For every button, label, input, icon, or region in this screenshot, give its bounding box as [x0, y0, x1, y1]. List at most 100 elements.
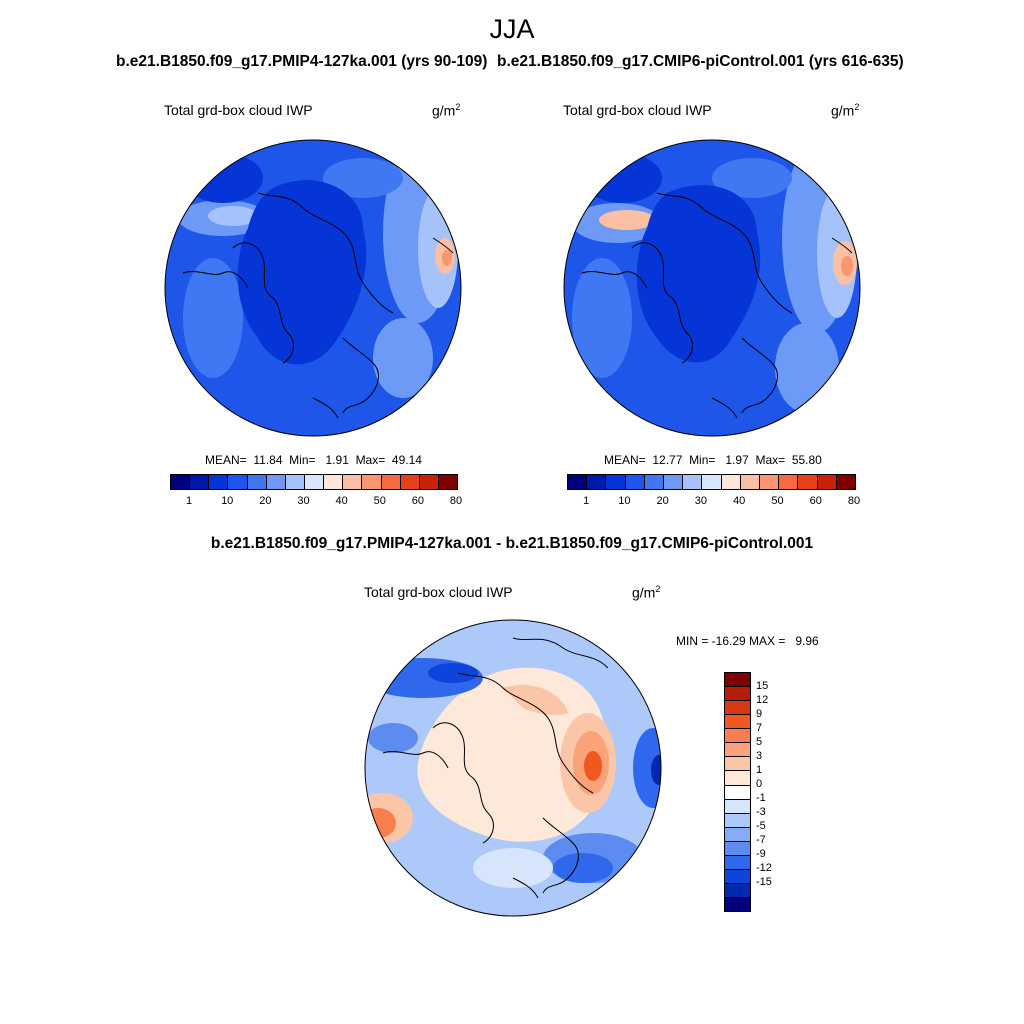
diff-variable-label: Total grd-box cloud IWP	[364, 584, 513, 600]
diff-colorbar-ticks: 15 12 9 7 5 3 1 0 -1 -3 -5 -7 -9 -12 -15	[756, 672, 796, 910]
right-case-title: b.e21.B1850.f09_g17.CMIP6-piControl.001 …	[497, 53, 904, 70]
colorbar-tick-label: 50	[771, 495, 784, 507]
colorbar-box	[343, 475, 363, 489]
left-polar-map	[164, 139, 462, 437]
colorbar-box	[702, 475, 722, 489]
colorbar-tick-label: 1	[583, 495, 590, 507]
colorbar-tick-label: -3	[756, 806, 766, 818]
colorbar-tick-label: 60	[411, 495, 424, 507]
colorbar-tick-label: 15	[756, 680, 769, 692]
colorbar-tick-label: 0	[756, 778, 763, 790]
colorbar-box	[228, 475, 248, 489]
right-colorbar	[567, 474, 856, 490]
colorbar-box	[285, 475, 305, 489]
colorbar-tick-label: 80	[847, 495, 861, 507]
colorbar-tick-label: 12	[756, 694, 769, 706]
colorbar-tick-label: -12	[756, 862, 772, 874]
colorbar-box	[817, 475, 837, 489]
right-polar-map	[563, 139, 861, 437]
colorbar-tick-label: 9	[756, 708, 763, 720]
colorbar-tick-label: -7	[756, 834, 766, 846]
diff-colorbar	[724, 672, 751, 912]
colorbar-box	[587, 475, 607, 489]
colorbar-box	[760, 475, 780, 489]
season-title: JJA	[489, 14, 535, 44]
colorbar-tick-label: 40	[335, 495, 348, 507]
colorbar-box	[725, 799, 750, 814]
colorbar-tick-label: 1	[756, 764, 763, 776]
colorbar-tick-label: 20	[656, 495, 669, 507]
colorbar-box	[362, 475, 382, 489]
colorbar-tick-label: 7	[756, 722, 763, 734]
colorbar-box	[209, 475, 229, 489]
colorbar-box	[304, 475, 325, 489]
colorbar-box	[798, 475, 818, 489]
colorbar-box	[740, 475, 761, 489]
colorbar-tick-label: 60	[809, 495, 822, 507]
colorbar-tick-label: 80	[449, 495, 463, 507]
colorbar-box	[568, 475, 588, 489]
colorbar-box	[171, 475, 191, 489]
colorbar-tick-label: 50	[373, 495, 386, 507]
colorbar-box	[725, 771, 750, 786]
colorbar-tick-label: 3	[756, 750, 763, 762]
colorbar-box	[725, 729, 750, 744]
right-stats: MEAN= 12.77 Min= 1.97 Max= 55.80	[604, 453, 822, 467]
colorbar-box	[247, 475, 267, 489]
colorbar-box	[836, 475, 856, 489]
colorbar-box	[381, 475, 401, 489]
colorbar-box	[644, 475, 665, 489]
colorbar-tick-label: 40	[733, 495, 746, 507]
colorbar-tick-label: 1	[186, 495, 193, 507]
colorbar-tick-label: -1	[756, 792, 766, 804]
diff-case-title: b.e21.B1850.f09_g17.PMIP4-127ka.001 - b.…	[210, 535, 814, 552]
left-stats: MEAN= 11.84 Min= 1.91 Max= 49.14	[205, 453, 422, 467]
diff-polar-map	[364, 619, 662, 917]
colorbar-box	[725, 841, 750, 856]
colorbar-box	[725, 757, 750, 772]
colorbar-tick-label: 10	[221, 495, 234, 507]
colorbar-tick-label: -5	[756, 820, 766, 832]
colorbar-box	[725, 715, 750, 730]
colorbar-box	[725, 743, 750, 758]
colorbar-box	[324, 475, 344, 489]
colorbar-tick-label: -9	[756, 848, 766, 860]
colorbar-box	[625, 475, 645, 489]
left-variable-label: Total grd-box cloud IWP	[164, 102, 313, 118]
colorbar-box	[721, 475, 741, 489]
left-colorbar-ticks: 1 10 20 30 40 50 60 80	[170, 495, 462, 509]
colorbar-box	[725, 869, 750, 884]
colorbar-box	[400, 475, 420, 489]
colorbar-box	[725, 673, 750, 688]
colorbar-tick-label: 30	[297, 495, 310, 507]
colorbar-box	[779, 475, 799, 489]
colorbar-tick-label: 20	[259, 495, 272, 507]
colorbar-tick-label: 30	[694, 495, 708, 507]
colorbar-box	[664, 475, 684, 489]
right-colorbar-ticks: 1 10 20 30 40 50 60 80	[567, 495, 860, 509]
colorbar-box	[725, 827, 750, 842]
colorbar-tick-label: 5	[756, 736, 763, 748]
colorbar-box	[606, 475, 626, 489]
colorbar-tick-label: 10	[618, 495, 631, 507]
right-variable-label: Total grd-box cloud IWP	[563, 102, 712, 118]
colorbar-box	[725, 785, 750, 800]
colorbar-box	[190, 475, 210, 489]
diff-units: g/m2	[632, 584, 661, 601]
colorbar-box	[725, 883, 750, 898]
colorbar-box	[725, 701, 750, 716]
diff-minmax: MIN = -16.29 MAX = 9.96	[676, 634, 819, 648]
colorbar-box	[683, 475, 703, 489]
colorbar-box	[438, 475, 458, 489]
left-colorbar	[170, 474, 458, 490]
colorbar-box	[725, 687, 750, 702]
colorbar-box	[725, 813, 750, 828]
colorbar-tick-label: -15	[756, 876, 772, 888]
colorbar-box	[266, 475, 286, 489]
colorbar-box	[725, 898, 750, 912]
colorbar-box	[725, 855, 750, 870]
right-units: g/m2	[831, 102, 860, 119]
left-units: g/m2	[432, 102, 461, 119]
colorbar-box	[419, 475, 439, 489]
left-case-title: b.e21.B1850.f09_g17.PMIP4-127ka.001 (yrs…	[116, 53, 488, 70]
